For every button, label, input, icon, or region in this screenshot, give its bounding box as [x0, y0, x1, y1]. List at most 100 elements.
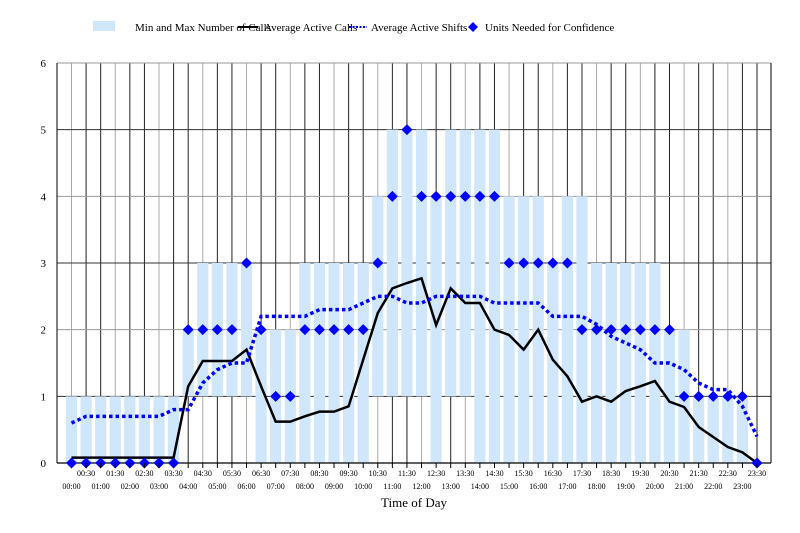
range-bar: [401, 129, 413, 397]
x-tick-label: 04:30: [194, 469, 212, 478]
range-bar: [182, 329, 194, 397]
units-diamond: [532, 257, 544, 269]
units-diamond: [430, 190, 442, 202]
x-tick-label: 19:00: [617, 482, 635, 491]
units-diamond: [182, 324, 194, 336]
x-tick-label: 10:30: [369, 469, 387, 478]
x-tick-label: 23:30: [748, 469, 766, 478]
range-bar: [590, 263, 603, 463]
x-tick-label: 01:00: [92, 482, 110, 491]
range-bar: [343, 263, 355, 463]
range-bar: [722, 396, 734, 463]
units-diamond: [561, 257, 573, 269]
x-tick-label: 05:00: [208, 482, 226, 491]
range-bar: [167, 396, 180, 463]
average-active-calls-line: [71, 276, 758, 465]
units-diamond: [255, 324, 267, 336]
x-tick-label: 01:30: [106, 469, 124, 478]
x-tick-label: 22:00: [704, 482, 722, 491]
range-bar: [518, 196, 530, 464]
y-tick-label: 3: [41, 258, 47, 270]
x-tick-label: 21:00: [675, 482, 693, 491]
units-diamond: [226, 324, 238, 336]
series-lines: [70, 276, 759, 465]
range-bar: [663, 329, 676, 463]
x-tick-label: 10:00: [354, 482, 372, 491]
x-tick-label: 07:00: [267, 482, 285, 491]
range-bar: [124, 396, 136, 463]
y-tick-label: 0: [41, 458, 47, 470]
y-tick-label: 1: [41, 391, 47, 403]
range-bar: [707, 396, 719, 463]
x-tick-label: 12:00: [412, 482, 430, 491]
range-bar: [605, 263, 617, 463]
range-bar: [313, 263, 326, 463]
range-bar: [138, 396, 151, 463]
x-tick-label: 21:30: [690, 469, 708, 478]
legend: Min and Max Number of Calls Average Acti…: [93, 21, 614, 34]
range-bar: [634, 263, 646, 463]
x-tick-label: 22:30: [719, 469, 737, 478]
range-bar: [547, 263, 559, 463]
units-diamond: [459, 190, 471, 202]
x-tick-label: 03:00: [150, 482, 168, 491]
x-axis-ticks: 00:00 00:30 01:00 01:30 02:00 02:30 03:00 03:30…: [62, 463, 766, 491]
x-tick-label: 18:30: [602, 469, 620, 478]
legend-label-shifts: Average Active Shifts: [371, 22, 467, 34]
units-diamond: [488, 190, 500, 202]
x-tick-label: 17:30: [573, 469, 591, 478]
x-tick-label: 15:30: [515, 469, 533, 478]
range-bar: [415, 129, 428, 397]
units-diamond: [270, 390, 282, 402]
x-tick-label: 23:00: [733, 482, 751, 491]
range-bar: [255, 329, 267, 463]
x-tick-label: 07:30: [281, 469, 299, 478]
range-bar: [503, 196, 515, 464]
units-diamond: [591, 324, 603, 336]
units-diamond: [722, 390, 734, 402]
range-bar: [459, 129, 471, 397]
range-bar: [153, 396, 165, 463]
x-tick-label: 05:30: [223, 469, 241, 478]
units-diamond: [357, 324, 369, 336]
x-tick-label: 06:00: [237, 482, 255, 491]
units-diamond: [678, 390, 690, 402]
range-bar: [328, 263, 340, 463]
units-diamond: [416, 190, 428, 202]
x-tick-label: 00:00: [62, 482, 80, 491]
units-diamond: [736, 390, 748, 402]
range-bar: [620, 263, 632, 463]
units-diamond: [518, 257, 530, 269]
average-active-shifts-line: [70, 294, 759, 438]
units-diamond: [474, 190, 486, 202]
x-tick-label: 12:30: [427, 469, 445, 478]
units-diamond: [547, 257, 559, 269]
range-bar: [488, 129, 501, 463]
y-tick-label: 5: [41, 125, 47, 137]
x-tick-label: 02:00: [121, 482, 139, 491]
units-diamond: [372, 257, 384, 269]
range-bar: [430, 196, 442, 464]
x-tick-label: 14:30: [485, 469, 503, 478]
units-diamond: [241, 257, 253, 269]
units-diamond: [445, 190, 457, 202]
x-tick-label: 03:30: [164, 469, 182, 478]
units-diamond: [386, 190, 398, 202]
x-tick-label: 15:00: [500, 482, 518, 491]
units-diamond: [576, 324, 588, 336]
range-bar: [561, 196, 573, 464]
legend-swatch-units: [468, 22, 478, 32]
range-bar: [736, 396, 749, 463]
x-tick-label: 04:00: [179, 482, 197, 491]
y-axis-ticks: 0 1 2 3 4 5 6: [41, 58, 47, 470]
y-tick-label: 6: [41, 58, 47, 70]
units-diamond: [634, 324, 646, 336]
x-tick-label: 14:00: [471, 482, 489, 491]
x-tick-label: 09:00: [325, 482, 343, 491]
x-tick-label: 13:30: [456, 469, 474, 478]
units-diamond: [401, 124, 413, 136]
range-bar: [109, 396, 121, 463]
units-diamond: [328, 324, 340, 336]
units-diamond: [605, 324, 617, 336]
